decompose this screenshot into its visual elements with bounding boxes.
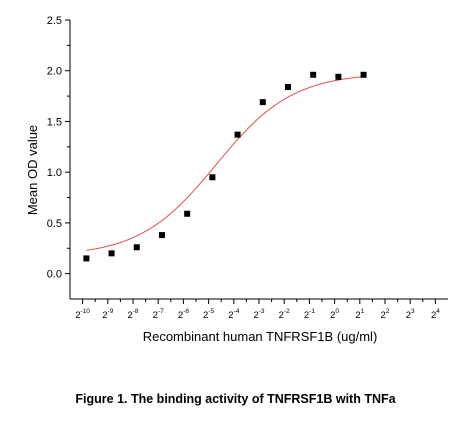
- data-point: [158, 232, 165, 239]
- y-tick-label: 2.5: [47, 15, 62, 27]
- x-tick-label: 2-4: [228, 308, 239, 321]
- data-point: [209, 174, 216, 181]
- x-axis-label: Recombinant human TNFRSF1B (ug/ml): [143, 329, 378, 344]
- data-point: [133, 244, 140, 251]
- data-point: [83, 255, 90, 262]
- x-tick-label: 2-9: [102, 308, 113, 321]
- y-tick-label: 2.0: [47, 66, 62, 78]
- y-tick-label: 1.0: [47, 167, 62, 179]
- x-tick-label: 2-6: [178, 308, 189, 321]
- x-tick-label: 20: [330, 308, 339, 321]
- data-point: [259, 99, 266, 106]
- x-tick-label: 24: [431, 308, 440, 321]
- x-tick-label: 2-3: [253, 308, 264, 321]
- data-points: [83, 71, 367, 262]
- data-point: [360, 71, 367, 78]
- x-tick-label: 23: [406, 308, 415, 321]
- x-tick-label: 21: [355, 308, 364, 321]
- x-axis-ticks: 2-10 2-9 2-8 2-7 2-6 2-5 2-4 2-3 2-2 2-1 20 21 22 23 2…: [75, 299, 440, 321]
- figure-caption: Figure 1. The binding activity of TNFRSF…: [75, 392, 396, 406]
- data-point: [108, 250, 115, 257]
- binding-activity-chart: 0.00.51.01.52.02.5 2-10 2-9 2-8 2-7 2-6 2-5 2-…: [25, 15, 448, 344]
- y-tick-label: 1.5: [47, 116, 62, 128]
- data-point: [310, 71, 317, 78]
- data-point: [284, 83, 291, 90]
- y-tick-label: 0.5: [47, 218, 62, 230]
- y-tick-label: 0.0: [47, 269, 62, 281]
- x-tick-label: 2-1: [304, 308, 315, 321]
- y-axis-label: Mean OD value: [25, 125, 40, 215]
- x-tick-label: 2-5: [203, 308, 214, 321]
- y-axis-ticks: 0.0 0.5 1.0 1.5 2.0 2.5: [47, 15, 70, 281]
- x-tick-label: 2-8: [127, 308, 138, 321]
- x-tick-label: 2-10: [75, 308, 90, 321]
- x-tick-label: 2-7: [153, 308, 164, 321]
- data-point: [335, 73, 342, 80]
- data-point: [184, 210, 191, 217]
- fit-curve: [86, 76, 364, 251]
- axes: [69, 20, 448, 300]
- x-tick-label: 2-2: [279, 308, 290, 321]
- data-point: [234, 131, 241, 138]
- x-tick-label: 22: [381, 308, 390, 321]
